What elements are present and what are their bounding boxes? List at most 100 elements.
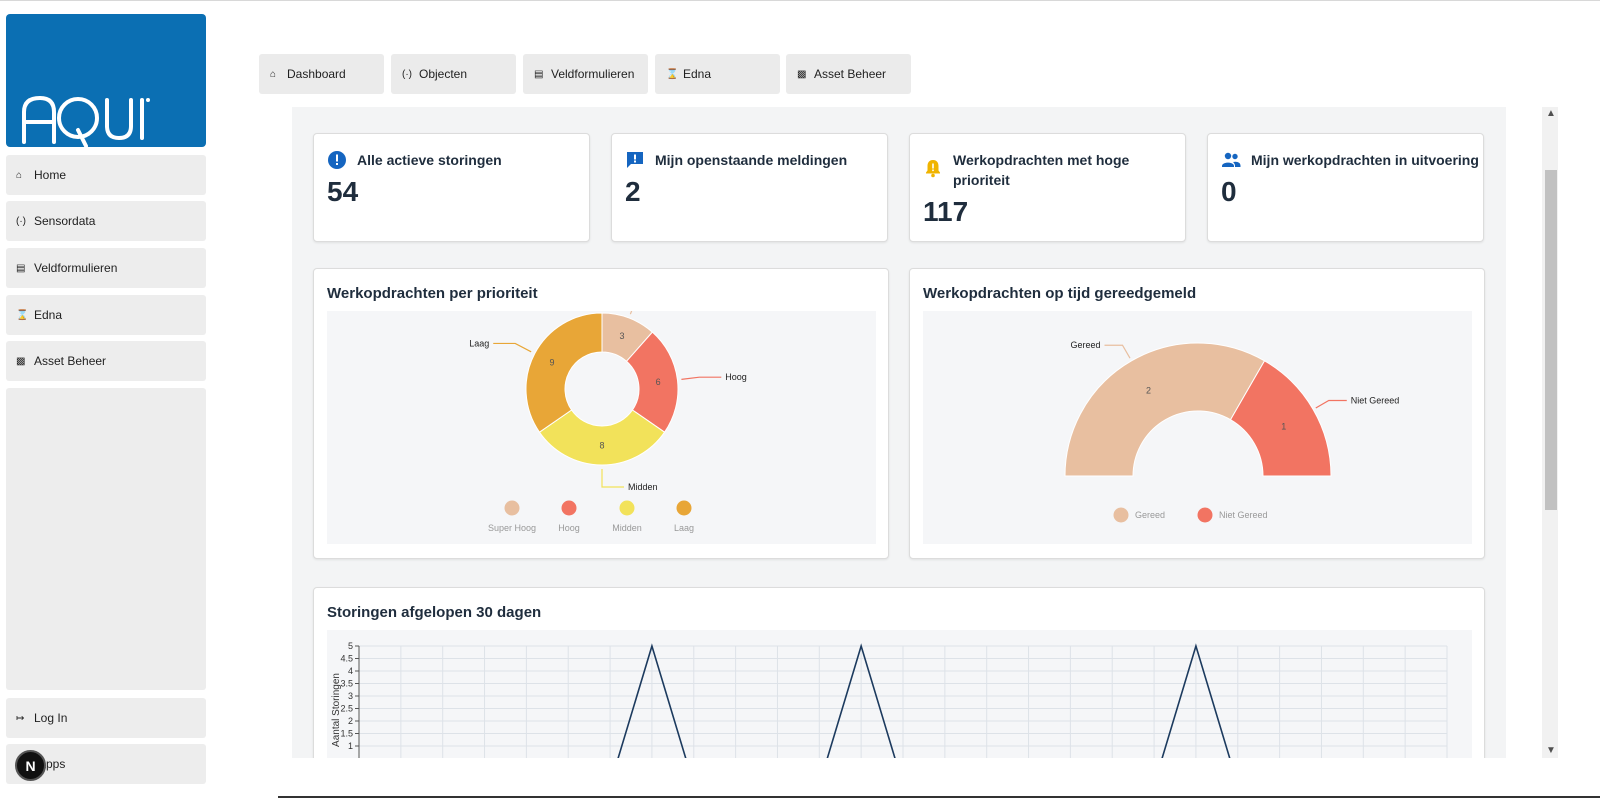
gauge-value-label: 1 [1281, 422, 1286, 432]
sidebar-item-home[interactable]: ⌂ Home [6, 155, 206, 195]
legend-label: Gereed [1135, 510, 1165, 520]
kpi-card-hoge-prioriteit[interactable]: Werkopdrachten met hoge prioriteit 117 [909, 133, 1186, 242]
leader-line [601, 469, 624, 488]
kpi-value: 0 [1221, 176, 1237, 207]
y-tick-label: 3 [348, 691, 353, 701]
legend-label: Midden [612, 523, 642, 533]
hourglass-icon: ⌛ [16, 309, 29, 321]
storingen-line-chart[interactable]: 5 4.5 4 3.5 3 2.5 2 1.5 1 Aantal Storingen [327, 630, 1472, 758]
sidebar-item-label: Sensordata [34, 214, 96, 228]
aquon-logo-icon [22, 95, 150, 148]
kpi-value: 117 [923, 196, 969, 227]
sidebar-item-edna[interactable]: ⌛ Edna [6, 295, 206, 335]
hourglass-icon: ⌛ [666, 68, 679, 80]
legend-label: Hoog [558, 523, 580, 533]
home-icon: ⌂ [270, 68, 277, 80]
kpi-card-meldingen[interactable]: Mijn openstaande meldingen 2 [611, 133, 888, 242]
legend-swatch [504, 500, 520, 516]
ontime-gauge-chart[interactable]: 2 Gereed 1 Niet Gereed Gereed Niet Gereed [923, 311, 1472, 544]
y-tick-label: 1 [348, 741, 353, 751]
avatar[interactable]: N [15, 750, 46, 781]
leader-line [681, 376, 722, 380]
legend-swatch [561, 500, 577, 516]
y-tick-label: 4.5 [340, 654, 353, 664]
tab-veldformulieren[interactable]: ▤ Veldformulieren [523, 54, 648, 94]
gauge-outside-label: Gereed [1070, 340, 1100, 350]
clipboard-icon: ▩ [797, 68, 807, 80]
brand-logo[interactable] [6, 14, 206, 148]
tab-label: Veldformulieren [551, 67, 635, 81]
sidebar-item-label: Veldformulieren [34, 261, 118, 275]
tab-asset-beheer[interactable]: ▩ Asset Beheer [786, 54, 911, 94]
message-alert-icon [627, 152, 643, 168]
tab-label: Objecten [419, 67, 468, 81]
leader-line [1315, 399, 1347, 409]
legend-label: Laag [674, 523, 694, 533]
y-tick-label: 2.5 [340, 704, 353, 714]
kpi-value: 2 [625, 176, 641, 207]
top-border [0, 0, 1600, 1]
y-tick-label: 5 [348, 641, 353, 651]
sidebar-item-sensordata[interactable]: (·) Sensordata [6, 201, 206, 241]
y-tick-label: 4 [348, 666, 353, 676]
line-series-spike [826, 643, 896, 758]
legend-swatch [619, 500, 635, 516]
tab-label: Edna [683, 67, 712, 81]
donut-value-label: 6 [656, 377, 661, 387]
legend-swatch [1197, 507, 1213, 523]
tab-dashboard[interactable]: ⌂ Dashboard [259, 54, 384, 94]
donut-value-label: 3 [620, 331, 625, 341]
bottom-border [278, 796, 1600, 798]
scrollbar-thumb[interactable] [1545, 170, 1557, 510]
y-tick-label: 1.5 [340, 729, 353, 739]
scroll-down-icon[interactable]: ▼ [1546, 745, 1556, 756]
legend-label: Niet Gereed [1219, 510, 1268, 520]
form-icon: ▤ [534, 68, 544, 80]
legend-swatch [676, 500, 692, 516]
tab-objecten[interactable]: (·) Objecten [391, 54, 516, 94]
kpi-title: Mijn openstaande meldingen [655, 152, 848, 168]
priority-chart-card: Werkopdrachten per prioriteit 3Super hoo… [313, 268, 889, 559]
dashboard-panel: Alle actieve storingen 54 Mijn openstaan… [292, 107, 1506, 758]
kpi-card-storingen[interactable]: Alle actieve storingen 54 [313, 133, 590, 242]
leader-line [1104, 344, 1131, 359]
kpi-title: Mijn werkopdrachten in uitvoering [1251, 152, 1479, 168]
sidebar-item-label: Edna [34, 308, 63, 322]
priority-donut-chart[interactable]: 3Super hoog6Hoog8Midden9LaagSuper HoogHo… [327, 292, 876, 544]
donut-slice-midden [538, 409, 666, 466]
gauge-slice-gereed [1064, 342, 1265, 477]
form-icon: ▤ [16, 262, 26, 274]
slice-outside-label: Laag [469, 338, 489, 348]
donut-slice-laag [525, 312, 603, 433]
leader-line [629, 296, 659, 315]
card-title: Werkopdrachten op tijd gereedgemeld [923, 285, 1197, 302]
kpi-card-in-uitvoering[interactable]: Mijn werkopdrachten in uitvoering 0 [1207, 133, 1484, 242]
line-series-spike [617, 643, 687, 758]
scroll-up-icon[interactable]: ▲ [1546, 108, 1556, 119]
legend-swatch [1113, 507, 1129, 523]
sidebar-item-veldformulieren[interactable]: ▤ Veldformulieren [6, 248, 206, 288]
login-button[interactable]: ↦ Log In [6, 698, 206, 738]
chart-area: 3Super hoog6Hoog8Midden9LaagSuper HoogHo… [327, 292, 876, 544]
kpi-title: Werkopdrachten met hoge prioriteit [953, 152, 1130, 188]
login-icon: ↦ [16, 712, 25, 724]
slice-outside-label: Midden [628, 482, 658, 492]
sidebar-item-label: Asset Beheer [34, 354, 107, 368]
donut-slice-hoog [625, 331, 679, 433]
donut-value-label: 8 [599, 441, 604, 451]
leader-line [493, 342, 532, 353]
alert-circle-icon [328, 151, 346, 169]
login-label: Log In [34, 711, 68, 725]
sidebar-item-asset-beheer[interactable]: ▩ Asset Beheer [6, 341, 206, 381]
storingen-chart-card: Storingen afgelopen 30 dagen 5 4.5 4 3.5 3 2.… [313, 587, 1485, 758]
tab-edna[interactable]: ⌛ Edna [655, 54, 780, 94]
kpi-value: 54 [327, 176, 359, 207]
gauge-slice-niet-gereed [1230, 360, 1332, 477]
line-series-spike [1161, 643, 1231, 758]
tab-label: Asset Beheer [814, 67, 887, 81]
kpi-title: Alle actieve storingen [357, 152, 502, 168]
sensor-icon: (·) [402, 68, 412, 80]
gauge-value-label: 2 [1146, 385, 1151, 395]
card-title: Werkopdrachten per prioriteit [327, 285, 538, 302]
clipboard-icon: ▩ [16, 355, 26, 367]
